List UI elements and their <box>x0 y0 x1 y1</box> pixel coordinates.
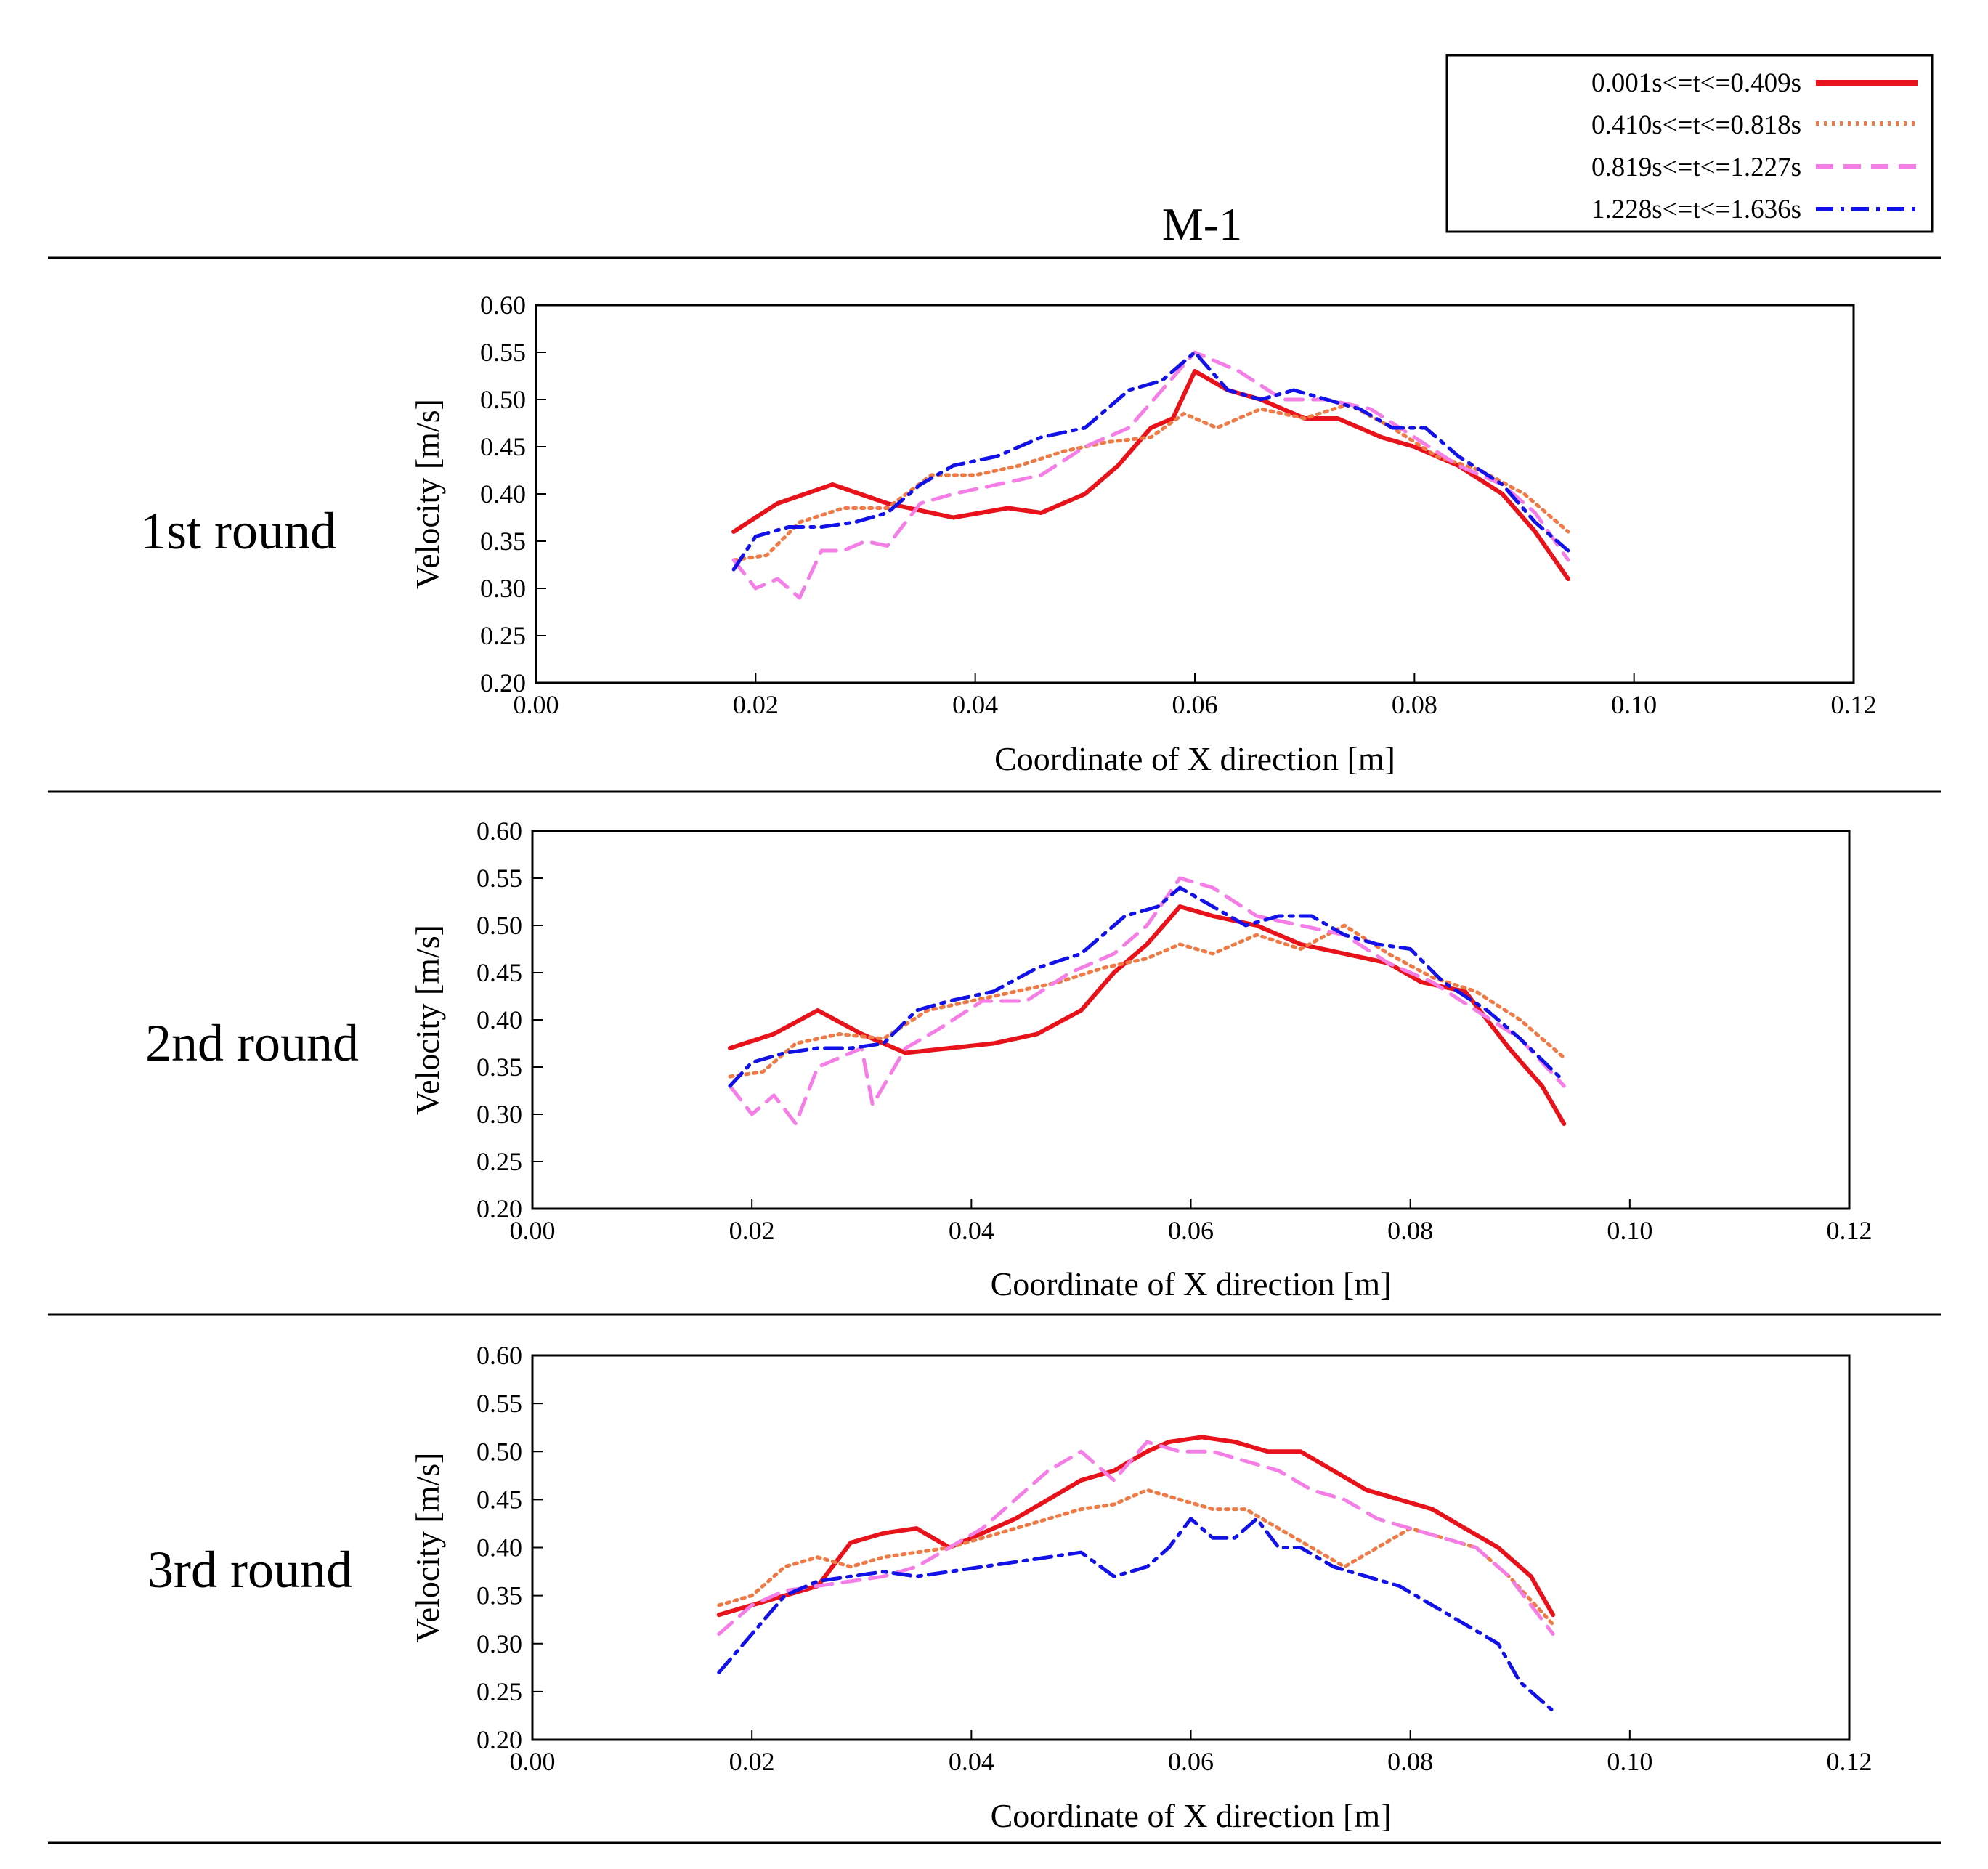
plot-frame <box>531 830 1851 1210</box>
x-axis-label: Coordinate of X direction [m] <box>991 1797 1392 1834</box>
x-tick-label: 0.12 <box>1827 1216 1873 1245</box>
y-tick-label: 0.30 <box>480 574 526 603</box>
chart-panel-round-2: 0.00 0.02 0.04 0.06 0.08 0.10 0.12 0.20 0.25 0.30… <box>409 816 1873 1302</box>
x-tick-label: 0.02 <box>729 1216 775 1245</box>
chart-panel-round-1: 0.00 0.02 0.04 0.06 0.08 0.10 0.12 0.20 0.25 0.30… <box>409 291 1877 777</box>
y-axis-label: Velocity [m/s] <box>409 1453 446 1643</box>
y-tick-label: 0.30 <box>476 1100 522 1129</box>
row-label-round-1: 1st round <box>140 502 336 560</box>
y-tick-label: 0.25 <box>476 1147 522 1176</box>
x-tick-label: 0.06 <box>1168 1216 1214 1245</box>
series-line-dashed <box>717 1440 1555 1636</box>
y-tick-label: 0.45 <box>476 1485 522 1514</box>
x-tick-label: 0.06 <box>1168 1747 1214 1776</box>
series-line-dashed <box>728 876 1566 1126</box>
y-tick-label: 0.25 <box>480 621 526 650</box>
y-tick-label: 0.30 <box>476 1629 522 1658</box>
y-tick-label: 0.45 <box>480 432 526 461</box>
y-tick-label: 0.60 <box>476 1341 522 1370</box>
plot-frame <box>531 1354 1851 1741</box>
legend-item: 1.228s<=t<=1.636s <box>1591 195 1918 224</box>
y-tick-label: 0.50 <box>480 385 526 414</box>
plot-frame <box>535 304 1855 684</box>
legend-label: 0.001s<=t<=0.409s <box>1591 68 1801 98</box>
x-tick-label: 0.08 <box>1387 1747 1433 1776</box>
y-tick-label: 0.50 <box>476 911 522 940</box>
legend: 0.001s<=t<=0.409s 0.410s<=t<=0.818s 0.81… <box>1445 54 1934 233</box>
x-tick-label: 0.00 <box>510 1747 556 1776</box>
series-line-dotted <box>731 402 1570 562</box>
y-axis-label: Velocity [m/s] <box>409 925 446 1115</box>
y-tick-label: 0.25 <box>476 1677 522 1706</box>
series-line-solid <box>731 369 1570 581</box>
x-tick-label: 0.08 <box>1387 1216 1433 1245</box>
y-tick-label: 0.60 <box>480 291 526 320</box>
x-tick-label: 0.10 <box>1607 1747 1652 1776</box>
y-tick-label: 0.20 <box>476 1725 522 1754</box>
series-line-dashdot <box>731 350 1570 572</box>
series-line-solid <box>728 904 1567 1126</box>
legend-label: 1.228s<=t<=1.636s <box>1591 195 1801 224</box>
x-tick-label: 0.12 <box>1827 1747 1873 1776</box>
series-line-dashdot <box>717 1517 1555 1713</box>
series-line-dashdot <box>728 885 1566 1088</box>
x-tick-label: 0.02 <box>733 690 779 719</box>
x-tick-label: 0.10 <box>1607 1216 1652 1245</box>
y-tick-label: 0.55 <box>480 338 526 367</box>
legend-item: 0.001s<=t<=0.409s <box>1591 68 1918 98</box>
legend-item: 0.410s<=t<=0.818s <box>1591 110 1918 140</box>
y-tick-label: 0.35 <box>480 527 526 556</box>
y-tick-label: 0.20 <box>480 668 526 697</box>
y-tick-label: 0.55 <box>476 1389 522 1418</box>
x-tick-label: 0.08 <box>1392 690 1437 719</box>
main-title: M-1 <box>1162 198 1242 250</box>
y-axis-label: Velocity [m/s] <box>409 399 446 589</box>
y-tick-label: 0.35 <box>476 1581 522 1610</box>
legend-label: 0.819s<=t<=1.227s <box>1591 153 1801 182</box>
chart-panel-round-3: 0.00 0.02 0.04 0.06 0.08 0.10 0.12 0.20 0.25 0.30… <box>409 1341 1873 1834</box>
y-tick-label: 0.45 <box>476 958 522 987</box>
series-line-dotted <box>717 1488 1555 1626</box>
x-tick-label: 0.04 <box>949 1216 994 1245</box>
y-tick-label: 0.20 <box>476 1194 522 1223</box>
y-tick-label: 0.40 <box>480 479 526 508</box>
legend-label: 0.410s<=t<=0.818s <box>1591 110 1801 140</box>
x-tick-label: 0.04 <box>952 690 998 719</box>
x-tick-label: 0.00 <box>514 690 559 719</box>
series-line-dotted <box>728 923 1566 1079</box>
x-tick-label: 0.02 <box>729 1747 775 1776</box>
y-tick-label: 0.50 <box>476 1437 522 1466</box>
y-tick-label: 0.60 <box>476 816 522 846</box>
x-tick-label: 0.06 <box>1172 690 1218 719</box>
x-tick-label: 0.10 <box>1611 690 1657 719</box>
x-tick-label: 0.04 <box>949 1747 994 1776</box>
y-tick-label: 0.55 <box>476 864 522 893</box>
series-line-dashed <box>731 350 1570 600</box>
legend-item: 0.819s<=t<=1.227s <box>1591 153 1918 182</box>
row-label-round-2: 2nd round <box>145 1014 359 1072</box>
row-label-round-3: 3rd round <box>147 1541 352 1599</box>
y-tick-label: 0.40 <box>476 1005 522 1034</box>
y-tick-label: 0.35 <box>476 1053 522 1082</box>
x-tick-label: 0.00 <box>510 1216 556 1245</box>
x-axis-label: Coordinate of X direction [m] <box>991 1265 1392 1302</box>
series-line-solid <box>716 1435 1556 1618</box>
x-axis-label: Coordinate of X direction [m] <box>994 740 1395 777</box>
y-tick-label: 0.40 <box>476 1533 522 1562</box>
x-tick-label: 0.12 <box>1831 690 1877 719</box>
